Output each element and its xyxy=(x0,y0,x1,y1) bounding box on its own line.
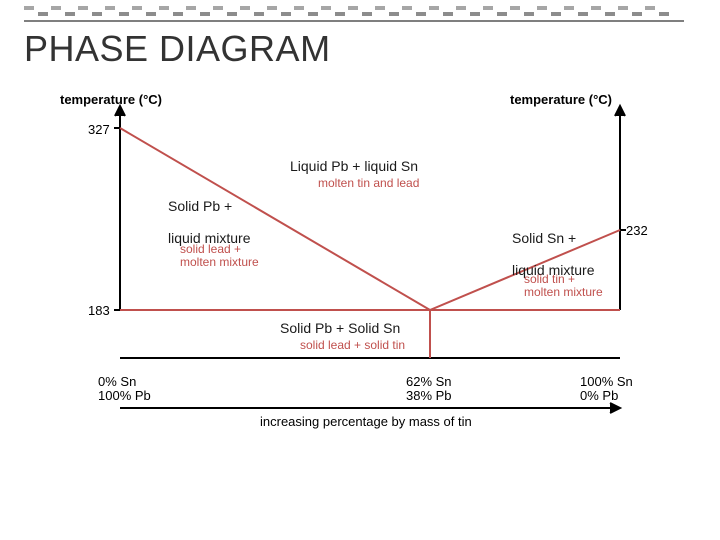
xaxis-tick-1-line2: 38% Pb xyxy=(406,388,452,403)
region-left-red1: solid lead + xyxy=(180,242,241,256)
topbar-tick xyxy=(564,6,574,10)
topbar-tick xyxy=(132,6,142,10)
topbar-tick xyxy=(186,6,196,10)
xaxis-tick-2-line1: 100% Sn xyxy=(580,374,633,389)
topbar-tick xyxy=(645,6,655,10)
topbar-tick xyxy=(389,12,399,16)
slide-title: PHASE DIAGRAM xyxy=(24,28,331,70)
topbar-tick xyxy=(443,12,453,16)
topbar-tick xyxy=(632,12,642,16)
topbar-tick xyxy=(119,12,129,16)
topbar-tick xyxy=(591,6,601,10)
topbar-tick xyxy=(78,6,88,10)
chart-svg xyxy=(60,90,660,430)
topbar-tick xyxy=(240,6,250,10)
region-liquid-black: Liquid Pb + liquid Sn xyxy=(290,158,418,174)
topbar-tick xyxy=(65,12,75,16)
topbar-tick xyxy=(146,12,156,16)
region-left-red2: molten mixture xyxy=(180,255,259,269)
slide: { "palette": { "tick1": "#a6a6a6", "tick… xyxy=(0,0,720,540)
xaxis-tick-0-line1: 0% Sn xyxy=(98,374,136,389)
region-liquid-red: molten tin and lead xyxy=(318,176,419,190)
region-bottom-red: solid lead + solid tin xyxy=(300,338,405,352)
topbar-tick xyxy=(321,6,331,10)
topbar-tick xyxy=(105,6,115,10)
left-tick-bottom: 183 xyxy=(88,303,110,318)
topbar-tick xyxy=(659,12,669,16)
topbar-tick xyxy=(618,6,628,10)
topbar-tick xyxy=(470,12,480,16)
topbar-tick xyxy=(402,6,412,10)
topbar-tick xyxy=(335,12,345,16)
xaxis-caption: increasing percentage by mass of tin xyxy=(260,414,472,429)
topbar-tick xyxy=(497,12,507,16)
left-tick-top: 327 xyxy=(88,122,110,137)
topbar-tick xyxy=(308,12,318,16)
topbar-tick xyxy=(362,12,372,16)
topbar-tick xyxy=(38,12,48,16)
topbar-tick xyxy=(254,12,264,16)
topbar-tick xyxy=(267,6,277,10)
topbar-tick xyxy=(92,12,102,16)
topbar-tick xyxy=(429,6,439,10)
topbar-tick xyxy=(551,12,561,16)
topbar-tick xyxy=(213,6,223,10)
region-left-black1: Solid Pb + xyxy=(168,198,232,214)
xaxis-tick-2-line2: 0% Pb xyxy=(580,388,618,403)
topbar-tick xyxy=(281,12,291,16)
topbar-tick xyxy=(294,6,304,10)
xaxis-tick-0-line2: 100% Pb xyxy=(98,388,151,403)
topbar-tick xyxy=(605,12,615,16)
topbar-tick xyxy=(173,12,183,16)
topbar-tick xyxy=(51,6,61,10)
topbar-tick xyxy=(483,6,493,10)
topbar-tick xyxy=(200,12,210,16)
region-bottom-black: Solid Pb + Solid Sn xyxy=(280,320,400,336)
topbar-tick xyxy=(416,12,426,16)
topbar-tick xyxy=(537,6,547,10)
topbar-tick xyxy=(524,12,534,16)
right-tick: 232 xyxy=(626,223,648,238)
topbar-tick xyxy=(510,6,520,10)
left-axis-label: temperature (°C) xyxy=(60,92,162,107)
phase-diagram-chart: temperature (°C) temperature (°C) 327 18… xyxy=(60,90,660,430)
region-right-red1: solid tin + xyxy=(524,272,575,286)
title-divider xyxy=(24,20,684,22)
topbar-tick xyxy=(24,6,34,10)
topbar-tick xyxy=(159,6,169,10)
topbar-tick xyxy=(578,12,588,16)
topbar-tick xyxy=(348,6,358,10)
xaxis-tick-1-line1: 62% Sn xyxy=(406,374,452,389)
region-right-red2: molten mixture xyxy=(524,285,603,299)
topbar-tick xyxy=(456,6,466,10)
region-right-black1: Solid Sn + xyxy=(512,230,576,246)
topbar-tick xyxy=(375,6,385,10)
right-axis-label: temperature (°C) xyxy=(510,92,612,107)
topbar-tick xyxy=(227,12,237,16)
